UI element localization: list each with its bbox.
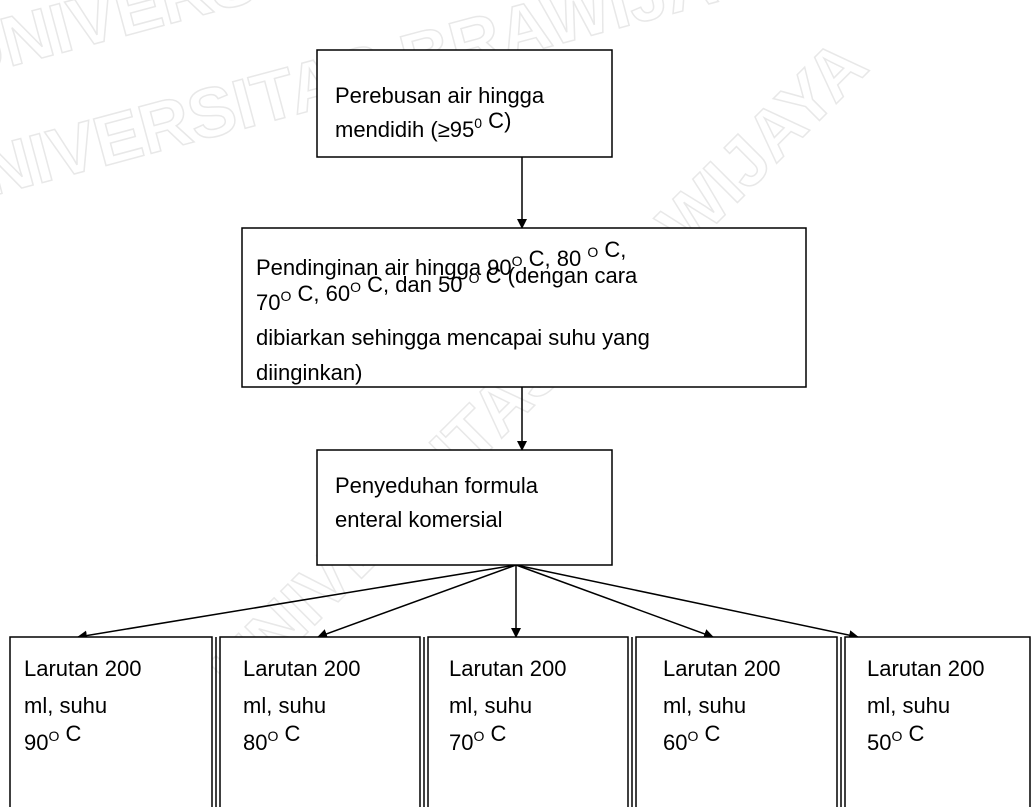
node-text: Larutan 200 ml, suhu 60O C bbox=[663, 656, 780, 755]
text-segment: enteral komersial bbox=[335, 507, 503, 532]
node-box bbox=[844, 636, 1031, 807]
node: Larutan 200 ml, suhu 90O C bbox=[9, 636, 213, 807]
text-line: dibiarkan sehingga mencapai suhu yang bbox=[256, 325, 650, 350]
text-line: 70O C, 60O C, dan 50 O C (dengan cara bbox=[256, 263, 638, 315]
text-line: enteral komersial bbox=[335, 507, 503, 532]
arrow bbox=[317, 564, 517, 639]
superscript: O bbox=[280, 288, 291, 304]
text-segment: Larutan 200 bbox=[24, 656, 141, 681]
text-segment: diinginkan) bbox=[256, 360, 362, 385]
text-segment: Pendinginan air hingga 90 bbox=[256, 255, 512, 280]
text-line: Larutan 200 bbox=[243, 656, 360, 681]
text-segment: ml, suhu bbox=[867, 693, 950, 718]
text-line: Larutan 200 bbox=[663, 656, 780, 681]
text-segment: C bbox=[698, 721, 720, 746]
superscript: O bbox=[687, 728, 698, 744]
text-segment: C bbox=[59, 721, 81, 746]
node-box bbox=[427, 636, 629, 807]
text-segment: C bbox=[278, 721, 300, 746]
text-segment: Larutan 200 bbox=[243, 656, 360, 681]
text-line: Larutan 200 bbox=[449, 656, 566, 681]
superscript: O bbox=[469, 270, 480, 286]
text-segment: 80 bbox=[243, 730, 267, 755]
text-line: 50O C bbox=[867, 721, 924, 755]
text-line: Pendinginan air hingga 90O C, 80 O C, bbox=[256, 237, 626, 280]
node-text: Larutan 200 ml, suhu 90O C bbox=[24, 656, 141, 755]
text-line: Perebusan air hingga bbox=[335, 83, 545, 108]
text-segment: ml, suhu bbox=[24, 693, 107, 718]
node-box bbox=[9, 636, 213, 807]
text-line: ml, suhu bbox=[24, 693, 107, 718]
node: Larutan 200 ml, suhu 70O C bbox=[423, 636, 629, 807]
arrow bbox=[77, 564, 517, 641]
text-segment: 50 bbox=[867, 730, 891, 755]
text-segment: C bbox=[902, 721, 924, 746]
text-line: 90O C bbox=[24, 721, 81, 755]
node-box bbox=[316, 449, 613, 566]
text-line: Larutan 200 bbox=[867, 656, 984, 681]
superscript: O bbox=[587, 244, 598, 260]
text-segment: 70 bbox=[256, 290, 280, 315]
text-segment: mendidih (≥95 bbox=[335, 117, 474, 142]
node-text: Larutan 200 ml, suhu 50O C bbox=[867, 656, 984, 755]
text-segment: ml, suhu bbox=[449, 693, 532, 718]
node-text: Larutan 200 ml, suhu 80O C bbox=[243, 656, 360, 755]
text-segment: ml, suhu bbox=[663, 693, 746, 718]
node: Penyeduhan formula enteral komersial bbox=[316, 449, 613, 566]
text-line: mendidih (≥950 C) bbox=[335, 108, 511, 142]
text-segment: 60 bbox=[663, 730, 687, 755]
text-line: 70O C bbox=[449, 721, 506, 755]
connectors bbox=[77, 157, 859, 641]
superscript: O bbox=[267, 728, 278, 744]
node: Larutan 200 ml, suhu 60O C bbox=[631, 636, 838, 807]
superscript: 0 bbox=[474, 115, 482, 131]
node: Larutan 200 ml, suhu 80O C bbox=[215, 636, 421, 807]
superscript: O bbox=[48, 728, 59, 744]
text-segment: C (dengan cara bbox=[480, 263, 639, 288]
text-segment: C, bbox=[598, 237, 626, 262]
text-line: ml, suhu bbox=[867, 693, 950, 718]
text-segment: Penyeduhan formula bbox=[335, 473, 539, 498]
superscript: O bbox=[512, 253, 523, 269]
text-segment: Larutan 200 bbox=[867, 656, 984, 681]
text-segment: C) bbox=[482, 108, 511, 133]
arrow bbox=[515, 564, 859, 641]
text-segment: C, 80 bbox=[523, 246, 588, 271]
node-box bbox=[241, 227, 807, 388]
text-segment: Perebusan air hingga bbox=[335, 83, 545, 108]
node-box bbox=[219, 636, 421, 807]
text-segment: 90 bbox=[24, 730, 48, 755]
node-box bbox=[316, 49, 613, 158]
text-line: Larutan 200 bbox=[24, 656, 141, 681]
text-segment: dibiarkan sehingga mencapai suhu yang bbox=[256, 325, 650, 350]
text-line: diinginkan) bbox=[256, 360, 362, 385]
text-segment: ml, suhu bbox=[243, 693, 326, 718]
node-text: Penyeduhan formula enteral komersial bbox=[335, 473, 539, 532]
text-segment: C bbox=[484, 721, 506, 746]
text-line: ml, suhu bbox=[663, 693, 746, 718]
node: Pendinginan air hingga 90O C, 80 O C,70O… bbox=[241, 227, 807, 388]
text-line: ml, suhu bbox=[243, 693, 326, 718]
node-text: Larutan 200 ml, suhu 70O C bbox=[449, 656, 566, 755]
text-segment: Larutan 200 bbox=[449, 656, 566, 681]
node-text: Pendinginan air hingga 90O C, 80 O C,70O… bbox=[256, 237, 650, 385]
text-segment: C, 60 bbox=[291, 281, 350, 306]
superscript: O bbox=[350, 279, 361, 295]
node-box bbox=[635, 636, 838, 807]
text-segment: C, dan 50 bbox=[361, 272, 469, 297]
superscript: O bbox=[473, 728, 484, 744]
text-line: ml, suhu bbox=[449, 693, 532, 718]
node: Larutan 200 ml, suhu 50O C bbox=[840, 636, 1031, 807]
text-segment: 70 bbox=[449, 730, 473, 755]
text-line: 80O C bbox=[243, 721, 300, 755]
text-line: 60O C bbox=[663, 721, 720, 755]
text-segment: Larutan 200 bbox=[663, 656, 780, 681]
superscript: O bbox=[891, 728, 902, 744]
arrow bbox=[515, 564, 714, 639]
text-line: Penyeduhan formula bbox=[335, 473, 539, 498]
